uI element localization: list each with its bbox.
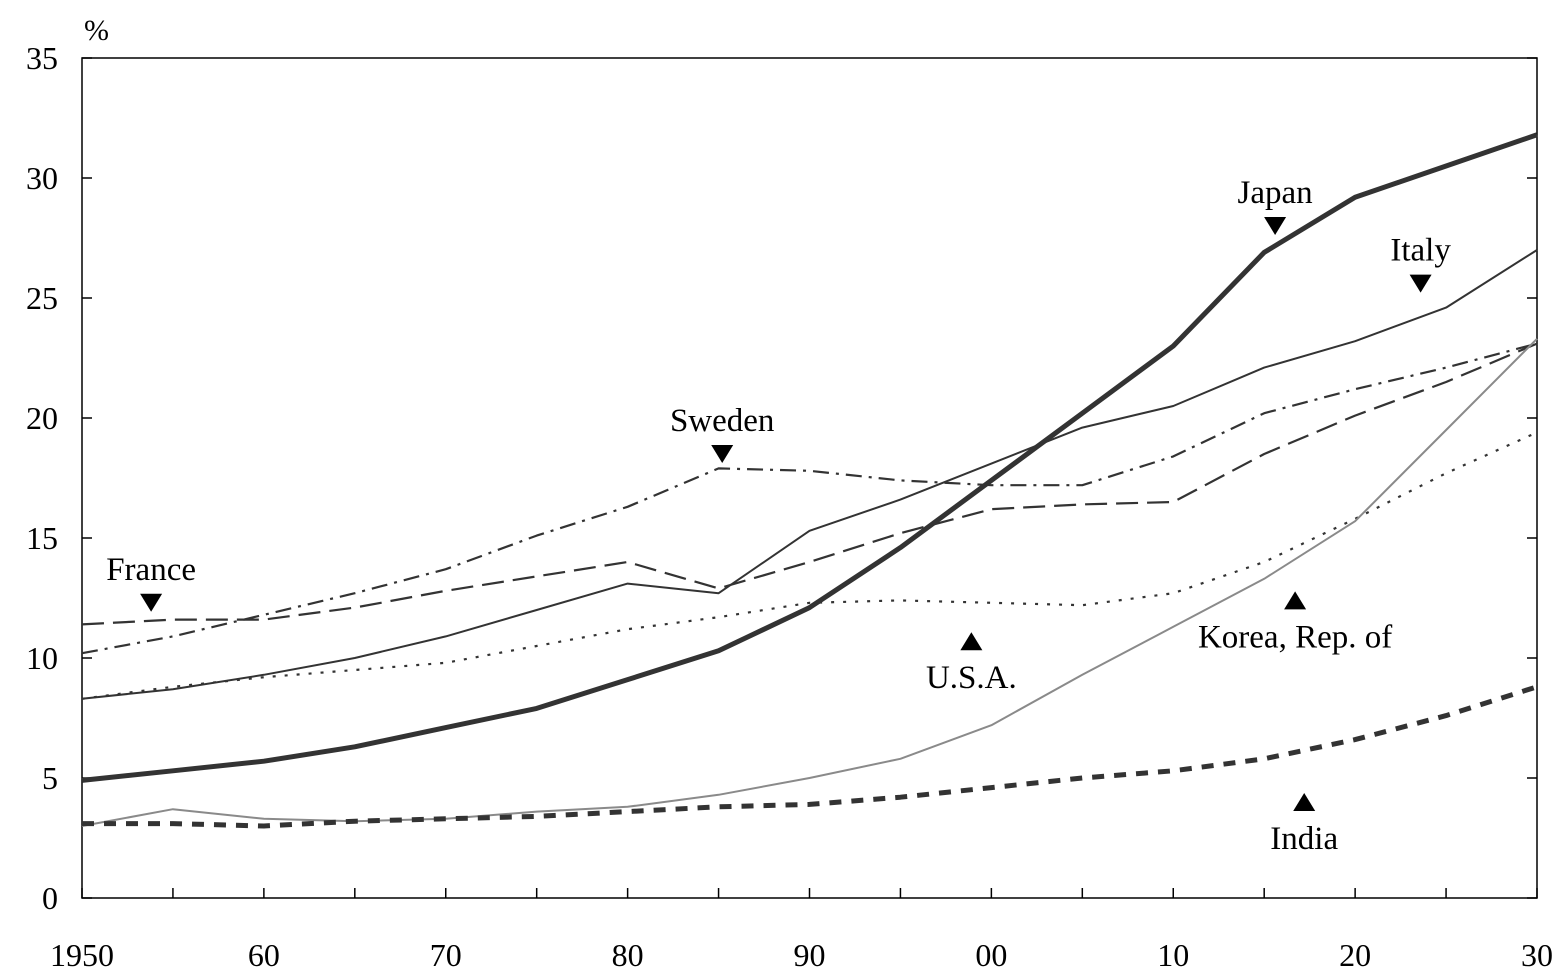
y-tick-label: 0 xyxy=(42,880,58,916)
annotation-arrow-icon xyxy=(1284,591,1307,610)
series-line-india xyxy=(82,684,1538,829)
annotation-arrow-icon xyxy=(1409,274,1432,293)
y-unit-label: % xyxy=(84,14,109,47)
y-tick-label: 5 xyxy=(42,760,58,796)
y-axis-ticks: 0 5 10 15 20 25 30 35 xyxy=(26,40,1537,916)
series-lines xyxy=(81,132,1538,829)
annotation-arrow-icon xyxy=(1264,217,1287,235)
annotation-arrow-icon xyxy=(711,445,734,463)
x-tick-label: 10 xyxy=(1157,937,1189,970)
y-tick-label: 15 xyxy=(26,520,58,556)
annotation-label: India xyxy=(1270,821,1338,857)
series-line-japan xyxy=(81,132,1538,783)
x-tick-label: 30 xyxy=(1521,937,1553,970)
plot-frame xyxy=(81,57,1538,899)
annotation-france: France xyxy=(106,552,196,612)
series-line-u-s-a xyxy=(81,431,1538,700)
y-tick-label: 10 xyxy=(26,640,58,676)
annotation-india: India xyxy=(1270,793,1338,857)
annotation-arrow-icon xyxy=(1293,793,1316,811)
series-line-sweden xyxy=(81,342,1538,655)
annotation-u-s-a: U.S.A. xyxy=(926,632,1017,696)
y-tick-label: 30 xyxy=(26,160,58,196)
series-line-france xyxy=(81,342,1538,626)
y-tick-label: 25 xyxy=(26,280,58,316)
annotation-label: Italy xyxy=(1390,233,1451,269)
annotation-label: France xyxy=(106,552,196,588)
x-tick-label: 70 xyxy=(430,937,462,970)
annotation-label: Korea, Rep. of xyxy=(1198,619,1392,655)
x-tick-label: 20 xyxy=(1339,937,1371,970)
annotation-japan: Japan xyxy=(1238,175,1313,235)
annotation-sweden: Sweden xyxy=(670,403,774,463)
x-tick-label: 00 xyxy=(975,937,1007,970)
series-annotations: France Sweden Japan Italy U.S.A. Korea, Rep. … xyxy=(106,175,1451,857)
x-tick-label: 80 xyxy=(612,937,644,970)
x-tick-label: 60 xyxy=(248,937,280,970)
annotation-italy: Italy xyxy=(1390,233,1451,293)
annotation-arrow-icon xyxy=(140,593,163,612)
annotation-korea-rep-of: Korea, Rep. of xyxy=(1198,591,1392,655)
y-tick-label: 20 xyxy=(26,400,58,436)
annotation-arrow-icon xyxy=(960,632,983,651)
annotation-label: Japan xyxy=(1238,175,1313,211)
x-axis-ticks: 1950 60 70 80 90 00 10 20 30 xyxy=(50,888,1553,970)
annotation-label: Sweden xyxy=(670,403,774,439)
annotation-label: U.S.A. xyxy=(926,660,1017,696)
x-tick-label: 1950 xyxy=(50,937,114,970)
series-line-italy xyxy=(81,249,1538,700)
x-tick-label: 90 xyxy=(794,937,826,970)
y-tick-label: 35 xyxy=(26,40,58,76)
